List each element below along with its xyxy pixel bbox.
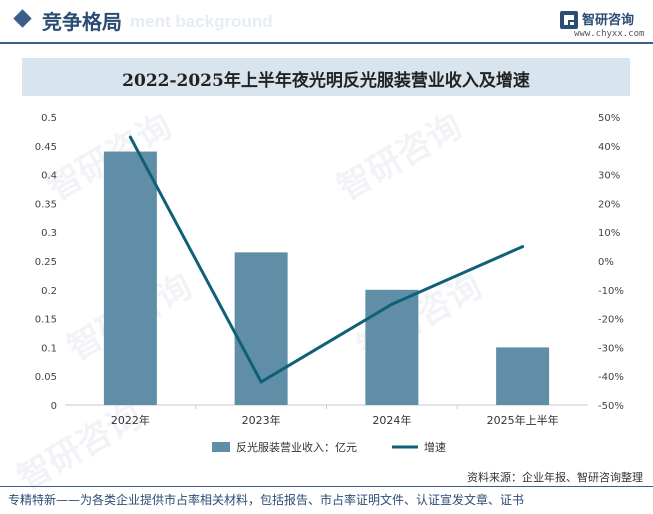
y-left-tick-label: 0.05 [35,372,57,383]
y-right-tick-label: 50% [598,113,620,124]
brand-url[interactable]: www.chyxx.com [574,29,645,39]
bar [496,347,550,405]
y-left-tick-label: 0.3 [41,228,57,239]
x-tick-label: 2025年上半年 [487,413,559,427]
y-right-tick-label: 30% [598,171,620,182]
chart-title-band: 2022-2025年上半年夜光明反光服装营业收入及增速 [22,58,630,96]
x-tick-label: 2023年 [242,413,281,427]
y-right-tick-label: -50% [598,401,624,412]
y-left-tick-label: 0.1 [41,343,57,354]
footer-text: 专精特新——为各类企业提供市占率相关材料，包括报告、市占率证明文件、认证宣发文章… [8,493,525,507]
y-right-tick-label: 10% [598,228,620,239]
source-note: 资料来源：企业年报、智研咨询整理 [467,471,643,484]
brand-logo-icon [560,11,578,29]
footer-divider [0,486,653,487]
y-right-tick-label: -30% [598,343,624,354]
bar [365,289,419,405]
header-divider [0,42,653,44]
y-right-tick-label: 0% [598,257,614,268]
growth-point [259,380,263,384]
y-right-tick-label: 20% [598,199,620,210]
legend-bar-swatch [212,442,230,452]
x-tick-label: 2022年 [111,413,150,427]
bar [103,151,157,405]
section-title: 竞争格局 [42,10,122,34]
growth-line [129,136,524,384]
y-right-tick-label: -10% [598,286,624,297]
y-left-tick-label: 0.45 [35,142,57,153]
y-left-tick-label: 0 [51,401,57,412]
y-left-tick-label: 0.35 [35,199,57,210]
growth-point [521,245,525,249]
legend-line-label: 增速 [424,440,446,454]
chart-title: 2022-2025年上半年夜光明反光服装营业收入及增速 [122,71,530,91]
y-right-tick-label: -40% [598,372,624,383]
brand-name: 智研咨询 [582,13,635,28]
y-left-tick-label: 0.25 [35,257,57,268]
y-right-tick-label: 40% [598,142,620,153]
header-watermark: ment background [130,12,273,31]
header: 竞争格局 ment background 智研咨询 www.chyxx.com [0,0,653,44]
y-left-tick-label: 0.2 [41,286,57,297]
growth-point [128,135,132,139]
y-left-tick-label: 0.5 [41,113,57,124]
y-left-tick-label: 0.15 [35,315,57,326]
legend-bar-label: 反光服装营业收入：亿元 [236,440,357,454]
x-tick-label: 2024年 [372,413,411,427]
growth-point [390,302,394,306]
y-right-tick-label: -20% [598,315,624,326]
y-left-tick-label: 0.4 [41,171,57,182]
